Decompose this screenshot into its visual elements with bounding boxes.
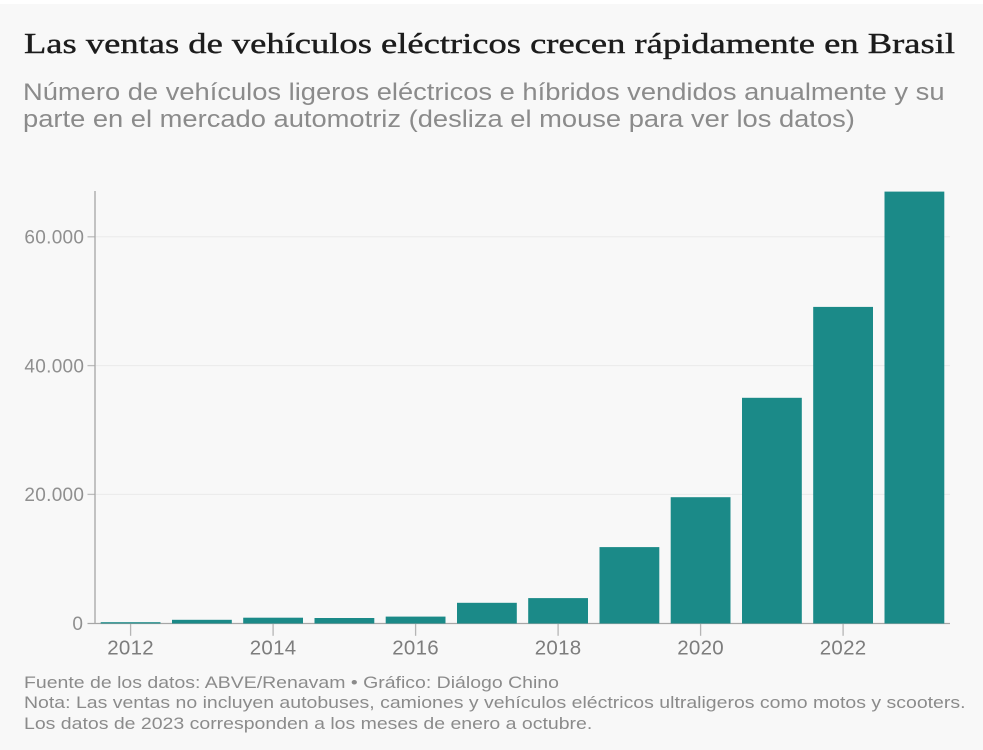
svg-text:2016: 2016	[392, 637, 439, 660]
svg-text:2022: 2022	[820, 637, 867, 660]
svg-text:60.000: 60.000	[24, 228, 84, 249]
svg-text:2020: 2020	[677, 637, 724, 660]
svg-text:0: 0	[72, 614, 83, 635]
svg-text:2012: 2012	[107, 637, 154, 660]
svg-text:2014: 2014	[250, 637, 297, 660]
svg-text:20.000: 20.000	[24, 485, 84, 506]
svg-text:40.000: 40.000	[24, 356, 84, 377]
svg-text:2018: 2018	[535, 637, 582, 660]
